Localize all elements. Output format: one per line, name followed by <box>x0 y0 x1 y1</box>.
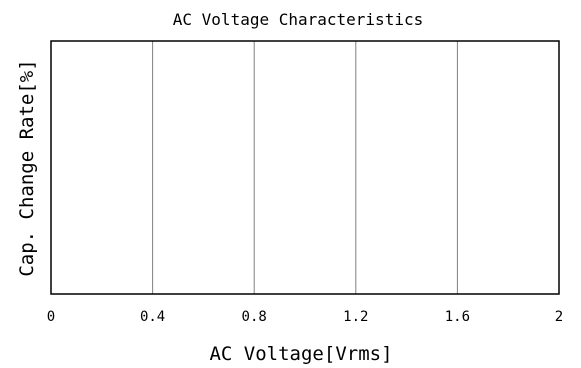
x-tick-label-5: 2 <box>555 309 563 325</box>
x-tick-labels: 0 0.4 0.8 1.2 1.6 2 <box>47 309 563 325</box>
x-tick-label-2: 0.8 <box>242 309 267 325</box>
grid-lines <box>152 41 458 294</box>
plot-frame <box>50 40 560 295</box>
x-tick-label-3: 1.2 <box>343 309 368 325</box>
x-tick-label-0: 0 <box>47 309 55 325</box>
x-tick-label-1: 0.4 <box>140 309 165 325</box>
x-axis-title: AC Voltage[Vrms] <box>209 343 392 365</box>
x-tick-label-4: 1.6 <box>445 309 470 325</box>
chart-title: AC Voltage Characteristics <box>173 10 423 29</box>
y-axis-title: Cap. Change Rate[%] <box>16 59 38 276</box>
